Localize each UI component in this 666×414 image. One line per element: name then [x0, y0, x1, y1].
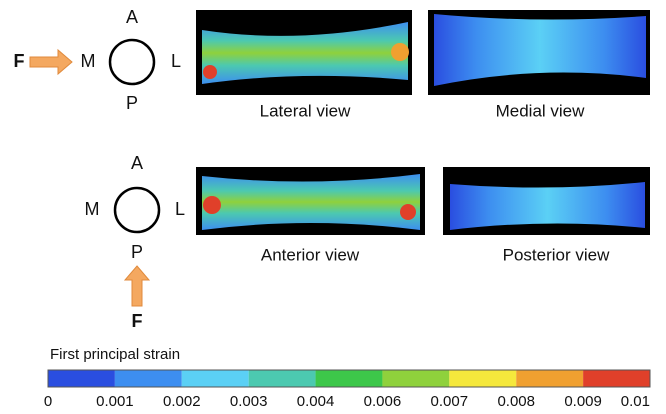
compass-left: M: [85, 199, 100, 219]
colorbar-segment: [182, 370, 249, 387]
force-label: F: [14, 51, 25, 71]
colorbar-tick-label: 0.004: [297, 393, 335, 410]
colorbar-segment: [382, 370, 449, 387]
colorbar-tick-label: 0.008: [497, 393, 535, 410]
colorbar-tick-label: 0.007: [431, 393, 469, 410]
colorbar-segment: [583, 370, 650, 387]
view-caption: Medial view: [496, 101, 586, 120]
view-caption: Posterior view: [503, 245, 610, 264]
force-label: F: [132, 311, 143, 331]
view-caption: Lateral view: [260, 101, 351, 120]
strain-image: [196, 167, 425, 235]
force-arrow: [125, 266, 149, 306]
colorbar-segment: [48, 370, 115, 387]
colorbar-segment: [115, 370, 182, 387]
colorbar: 0 0.001 0.002 0.003 0.004 0.006 0.007 0.008 0.00…: [44, 370, 650, 410]
colorbar-segment: [516, 370, 583, 387]
compass-top: A: [126, 7, 138, 27]
page: F A P M L Lateral view Medial view A P M…: [0, 0, 666, 414]
colorbar-tick-label: 0: [44, 393, 52, 410]
compass-bottom: P: [131, 242, 143, 262]
compass-bottom: P: [126, 93, 138, 113]
colorbar-title: First principal strain: [50, 346, 180, 363]
colorbar-segment: [316, 370, 383, 387]
colorbar-tick-label: 0.003: [230, 393, 268, 410]
colorbar-tick-label: 0.002: [163, 393, 201, 410]
colorbar-segment: [249, 370, 316, 387]
strain-image: [196, 10, 412, 95]
compass-left: M: [81, 51, 96, 71]
colorbar-segment: [449, 370, 516, 387]
colorbar-tick-label: 0.006: [364, 393, 402, 410]
force-arrow: [30, 50, 72, 74]
colorbar-tick-label: 0.009: [564, 393, 602, 410]
compass-right: L: [175, 199, 185, 219]
colorbar-tick-label: 0.01: [621, 393, 650, 410]
strain-image: [428, 10, 650, 95]
view-caption: Anterior view: [261, 245, 360, 264]
colorbar-tick-label: 0.001: [96, 393, 134, 410]
compass-circle: [115, 188, 159, 232]
strain-image: [443, 167, 650, 235]
compass-circle: [110, 40, 154, 84]
compass-top: A: [131, 153, 143, 173]
figure: F A P M L Lateral view Medial view A P M…: [0, 0, 666, 414]
compass-right: L: [171, 51, 181, 71]
